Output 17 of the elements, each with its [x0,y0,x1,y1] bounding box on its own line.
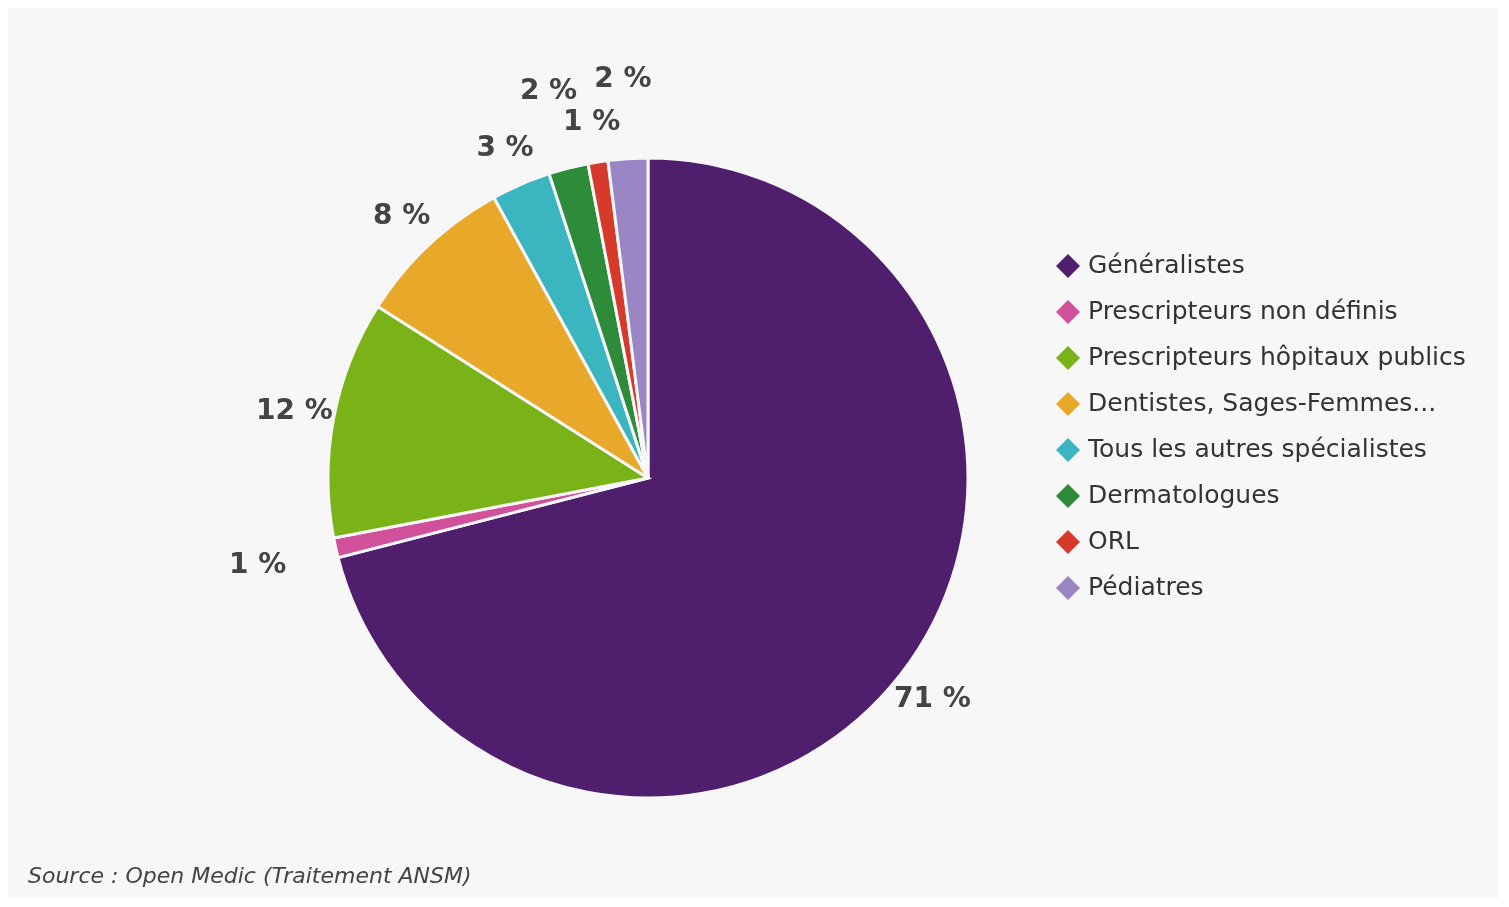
legend-label: ORL [1088,526,1140,555]
data-label: 1 % [228,547,287,581]
legend-label: Généralistes [1088,250,1245,279]
legend-label: Prescripteurs hôpitaux publics [1088,342,1466,371]
data-label: 2 % [594,60,652,94]
data-label: 1 % [563,104,621,138]
data-label: 3 % [476,129,534,163]
data-label: 8 % [372,197,431,231]
legend-label: Pédiatres [1088,572,1204,601]
source-note: Source : Open Medic (Traitement ANSM) [28,863,472,888]
legend-label: Tous les autres spécialistes [1087,434,1427,463]
data-label: 12 % [255,392,333,426]
data-label: 2 % [519,72,578,106]
data-label: 71 % [894,680,971,714]
legend-label: Dentistes, Sages-Femmes... [1088,388,1437,417]
legend-label: Dermatologues [1088,480,1280,509]
legend-label: Prescripteurs non définis [1088,296,1398,325]
